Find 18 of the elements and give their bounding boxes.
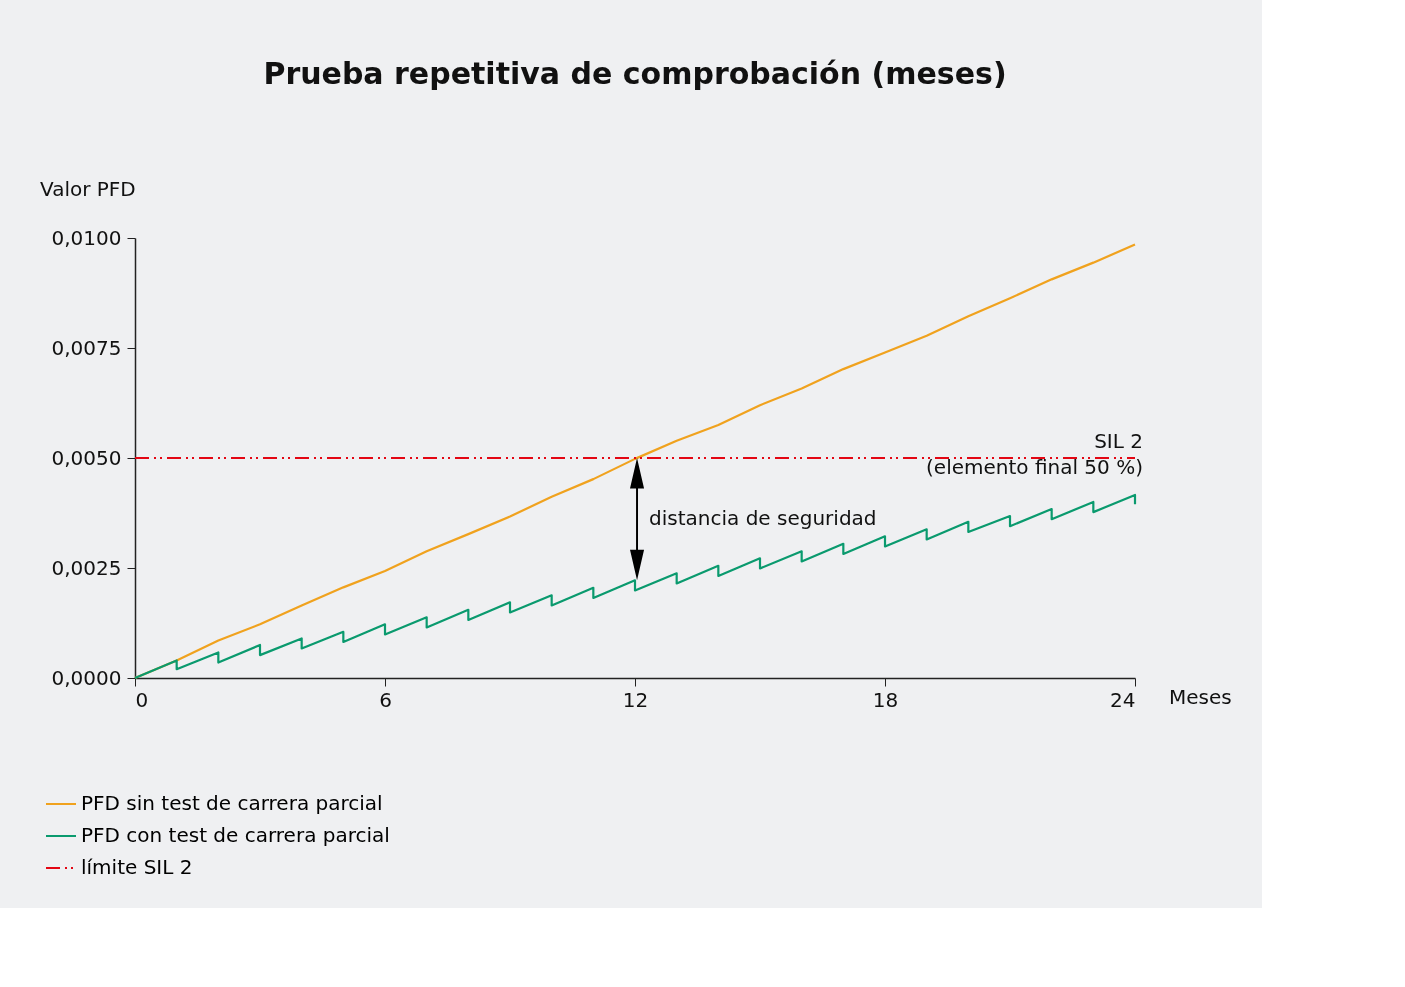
x-tick-label: 18 [872, 687, 899, 712]
annotation: SIL 2 (elemento final 50 %) [926, 429, 1143, 479]
chart-title: Prueba repetitiva de comprobación (meses) [263, 56, 1007, 91]
legend-label: límite SIL 2 [81, 855, 193, 879]
y-tick-label: 0,0000 [51, 665, 122, 690]
legend-label: PFD con test de carrera parcial [81, 823, 390, 847]
y-tick-label: 0,0025 [51, 555, 122, 580]
x-tick-label: 6 [379, 687, 392, 712]
annotation: distancia de seguridad [649, 506, 877, 531]
y-tick-label: 0,0075 [51, 335, 122, 360]
x-tick-label: 12 [622, 687, 649, 712]
y-tick-label: 0,0100 [51, 225, 122, 250]
legend-label: PFD sin test de carrera parcial [81, 791, 383, 815]
x-tick-label: 24 [1110, 687, 1136, 712]
x-tick-label: 0 [135, 687, 149, 712]
x-axis-title: Meses [1169, 685, 1232, 709]
y-axis-title: Valor PFD [40, 177, 136, 201]
y-tick-label: 0,0050 [51, 445, 122, 470]
